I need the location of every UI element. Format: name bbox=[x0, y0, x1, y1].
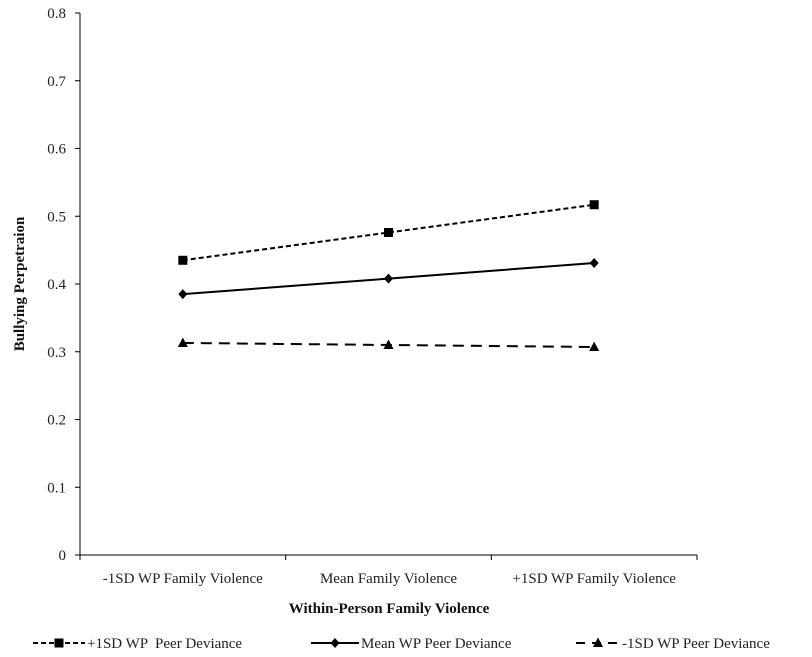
y-tick-label: 0.1 bbox=[47, 480, 66, 496]
y-tick-label: 0.3 bbox=[47, 345, 66, 361]
y-tick-label: 0 bbox=[59, 548, 67, 564]
data-point bbox=[384, 228, 393, 237]
y-tick-label: 0.2 bbox=[47, 413, 66, 429]
x-axis: -1SD WP Family Violence Mean Family Viole… bbox=[80, 555, 697, 587]
y-tick-label: 0.7 bbox=[47, 74, 66, 90]
y-tick-label: 0.4 bbox=[47, 277, 66, 293]
data-point bbox=[178, 256, 187, 265]
legend-marker bbox=[331, 638, 340, 648]
y-tick-label: 0.5 bbox=[47, 209, 66, 225]
x-axis-title: Within-Person Family Violence bbox=[289, 601, 490, 617]
series-3 bbox=[178, 337, 599, 351]
series-1 bbox=[178, 200, 598, 265]
legend-item: +1SD WP Peer Deviance bbox=[33, 636, 242, 652]
x-tick-label: Mean Family Violence bbox=[320, 571, 457, 587]
y-tick-label: 0.6 bbox=[47, 142, 66, 158]
data-point bbox=[590, 200, 599, 209]
data-point bbox=[590, 258, 599, 268]
data-point bbox=[178, 289, 187, 299]
data-point bbox=[384, 274, 393, 284]
y-tick-label: 0.8 bbox=[47, 6, 66, 22]
series-lines bbox=[178, 200, 599, 351]
legend-label: +1SD WP Peer Deviance bbox=[87, 636, 242, 652]
legend-label: Mean WP Peer Deviance bbox=[361, 636, 512, 652]
x-tick-label: +1SD WP Family Violence bbox=[512, 571, 676, 587]
legend-label: -1SD WP Peer Deviance bbox=[622, 636, 770, 652]
legend-item: Mean WP Peer Deviance bbox=[311, 636, 512, 652]
y-axis: 0 0.1 0.2 0.3 0.4 0.5 0.6 0.7 0.8 bbox=[47, 6, 80, 564]
legend-marker bbox=[55, 639, 64, 648]
legend: +1SD WP Peer Deviance Mean WP Peer Devian… bbox=[33, 636, 770, 652]
series-2 bbox=[178, 258, 598, 299]
x-tick-label: -1SD WP Family Violence bbox=[103, 571, 263, 587]
data-point bbox=[589, 342, 599, 352]
legend-item: -1SD WP Peer Deviance bbox=[576, 636, 770, 652]
y-axis-title: Bullying Perpetraion bbox=[12, 216, 28, 351]
